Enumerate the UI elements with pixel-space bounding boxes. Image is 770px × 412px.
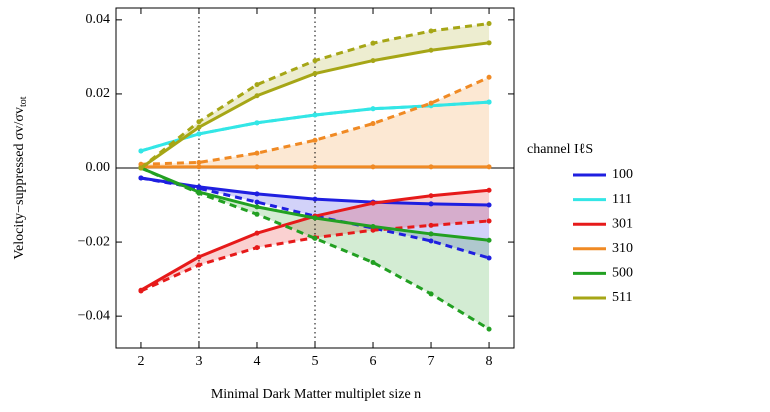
y-tick-label: 0.04 [86, 12, 111, 27]
point [370, 224, 376, 230]
point [486, 74, 492, 80]
point [428, 100, 434, 106]
band [140, 190, 490, 291]
point [370, 259, 376, 265]
point [428, 164, 434, 170]
x-tick-label: 8 [486, 354, 493, 369]
point [370, 58, 376, 64]
point [486, 255, 492, 261]
point [254, 191, 260, 197]
point [138, 165, 144, 171]
legend-label: 500 [612, 266, 633, 281]
point [196, 184, 202, 190]
point [370, 200, 376, 206]
point [254, 204, 260, 210]
point [138, 148, 144, 154]
point [254, 211, 260, 217]
legend-label: 100 [612, 167, 633, 182]
point [428, 222, 434, 228]
band [140, 178, 490, 258]
legend-label: 310 [612, 241, 633, 256]
point [254, 93, 260, 99]
x-tick-label: 6 [370, 354, 377, 369]
y-axis-label: Velocity−suppressed σv/σvtot [12, 96, 29, 259]
point [254, 82, 260, 88]
point [254, 164, 260, 170]
point [196, 254, 202, 260]
point [428, 231, 434, 237]
point [138, 287, 144, 293]
point [370, 40, 376, 46]
point [254, 150, 260, 156]
y-tick-label: 0.02 [86, 86, 111, 101]
point [428, 238, 434, 244]
y-axis-label-sub: tot [18, 96, 29, 107]
point [486, 218, 492, 224]
x-axis-label: Minimal Dark Matter multiplet size n [211, 387, 421, 402]
point [370, 227, 376, 233]
point [312, 137, 318, 143]
point [428, 291, 434, 297]
point [254, 199, 260, 205]
point [486, 326, 492, 332]
point [254, 245, 260, 251]
point [486, 99, 492, 105]
point [196, 159, 202, 165]
point [370, 121, 376, 127]
point [196, 131, 202, 137]
point [428, 193, 434, 199]
y-tick-label: −0.04 [78, 308, 110, 323]
point [254, 120, 260, 126]
point [486, 21, 492, 27]
legend-label: 111 [612, 192, 632, 207]
x-tick-label: 2 [137, 354, 144, 369]
point [486, 237, 492, 243]
point [254, 230, 260, 236]
point [196, 124, 202, 130]
point [428, 47, 434, 53]
point [312, 164, 318, 170]
point [138, 175, 144, 181]
band [140, 23, 490, 168]
point [196, 119, 202, 125]
x-tick-label: 3 [195, 354, 202, 369]
x-tick-label: 5 [312, 354, 319, 369]
point [370, 164, 376, 170]
point [486, 202, 492, 208]
point [312, 58, 318, 64]
x-tick-label: 7 [428, 354, 435, 369]
point [370, 106, 376, 112]
point [312, 112, 318, 118]
point [312, 196, 318, 202]
band [140, 168, 490, 330]
point [486, 187, 492, 193]
legend-title: channel IℓS [527, 142, 593, 157]
band [140, 77, 490, 167]
point [196, 189, 202, 195]
legend-label: 301 [612, 216, 633, 231]
x-tick-label: 4 [253, 354, 260, 369]
point [312, 71, 318, 77]
legend-label: 511 [612, 290, 632, 305]
point [428, 28, 434, 34]
point [312, 235, 318, 241]
point [486, 164, 492, 170]
y-tick-label: −0.02 [78, 234, 110, 249]
point [312, 215, 318, 221]
point [196, 164, 202, 170]
point [486, 40, 492, 46]
point [196, 262, 202, 268]
point [428, 201, 434, 207]
y-tick-label: 0.00 [86, 160, 111, 175]
y-axis-label-main: Velocity−suppressed σv/σv [12, 107, 27, 259]
